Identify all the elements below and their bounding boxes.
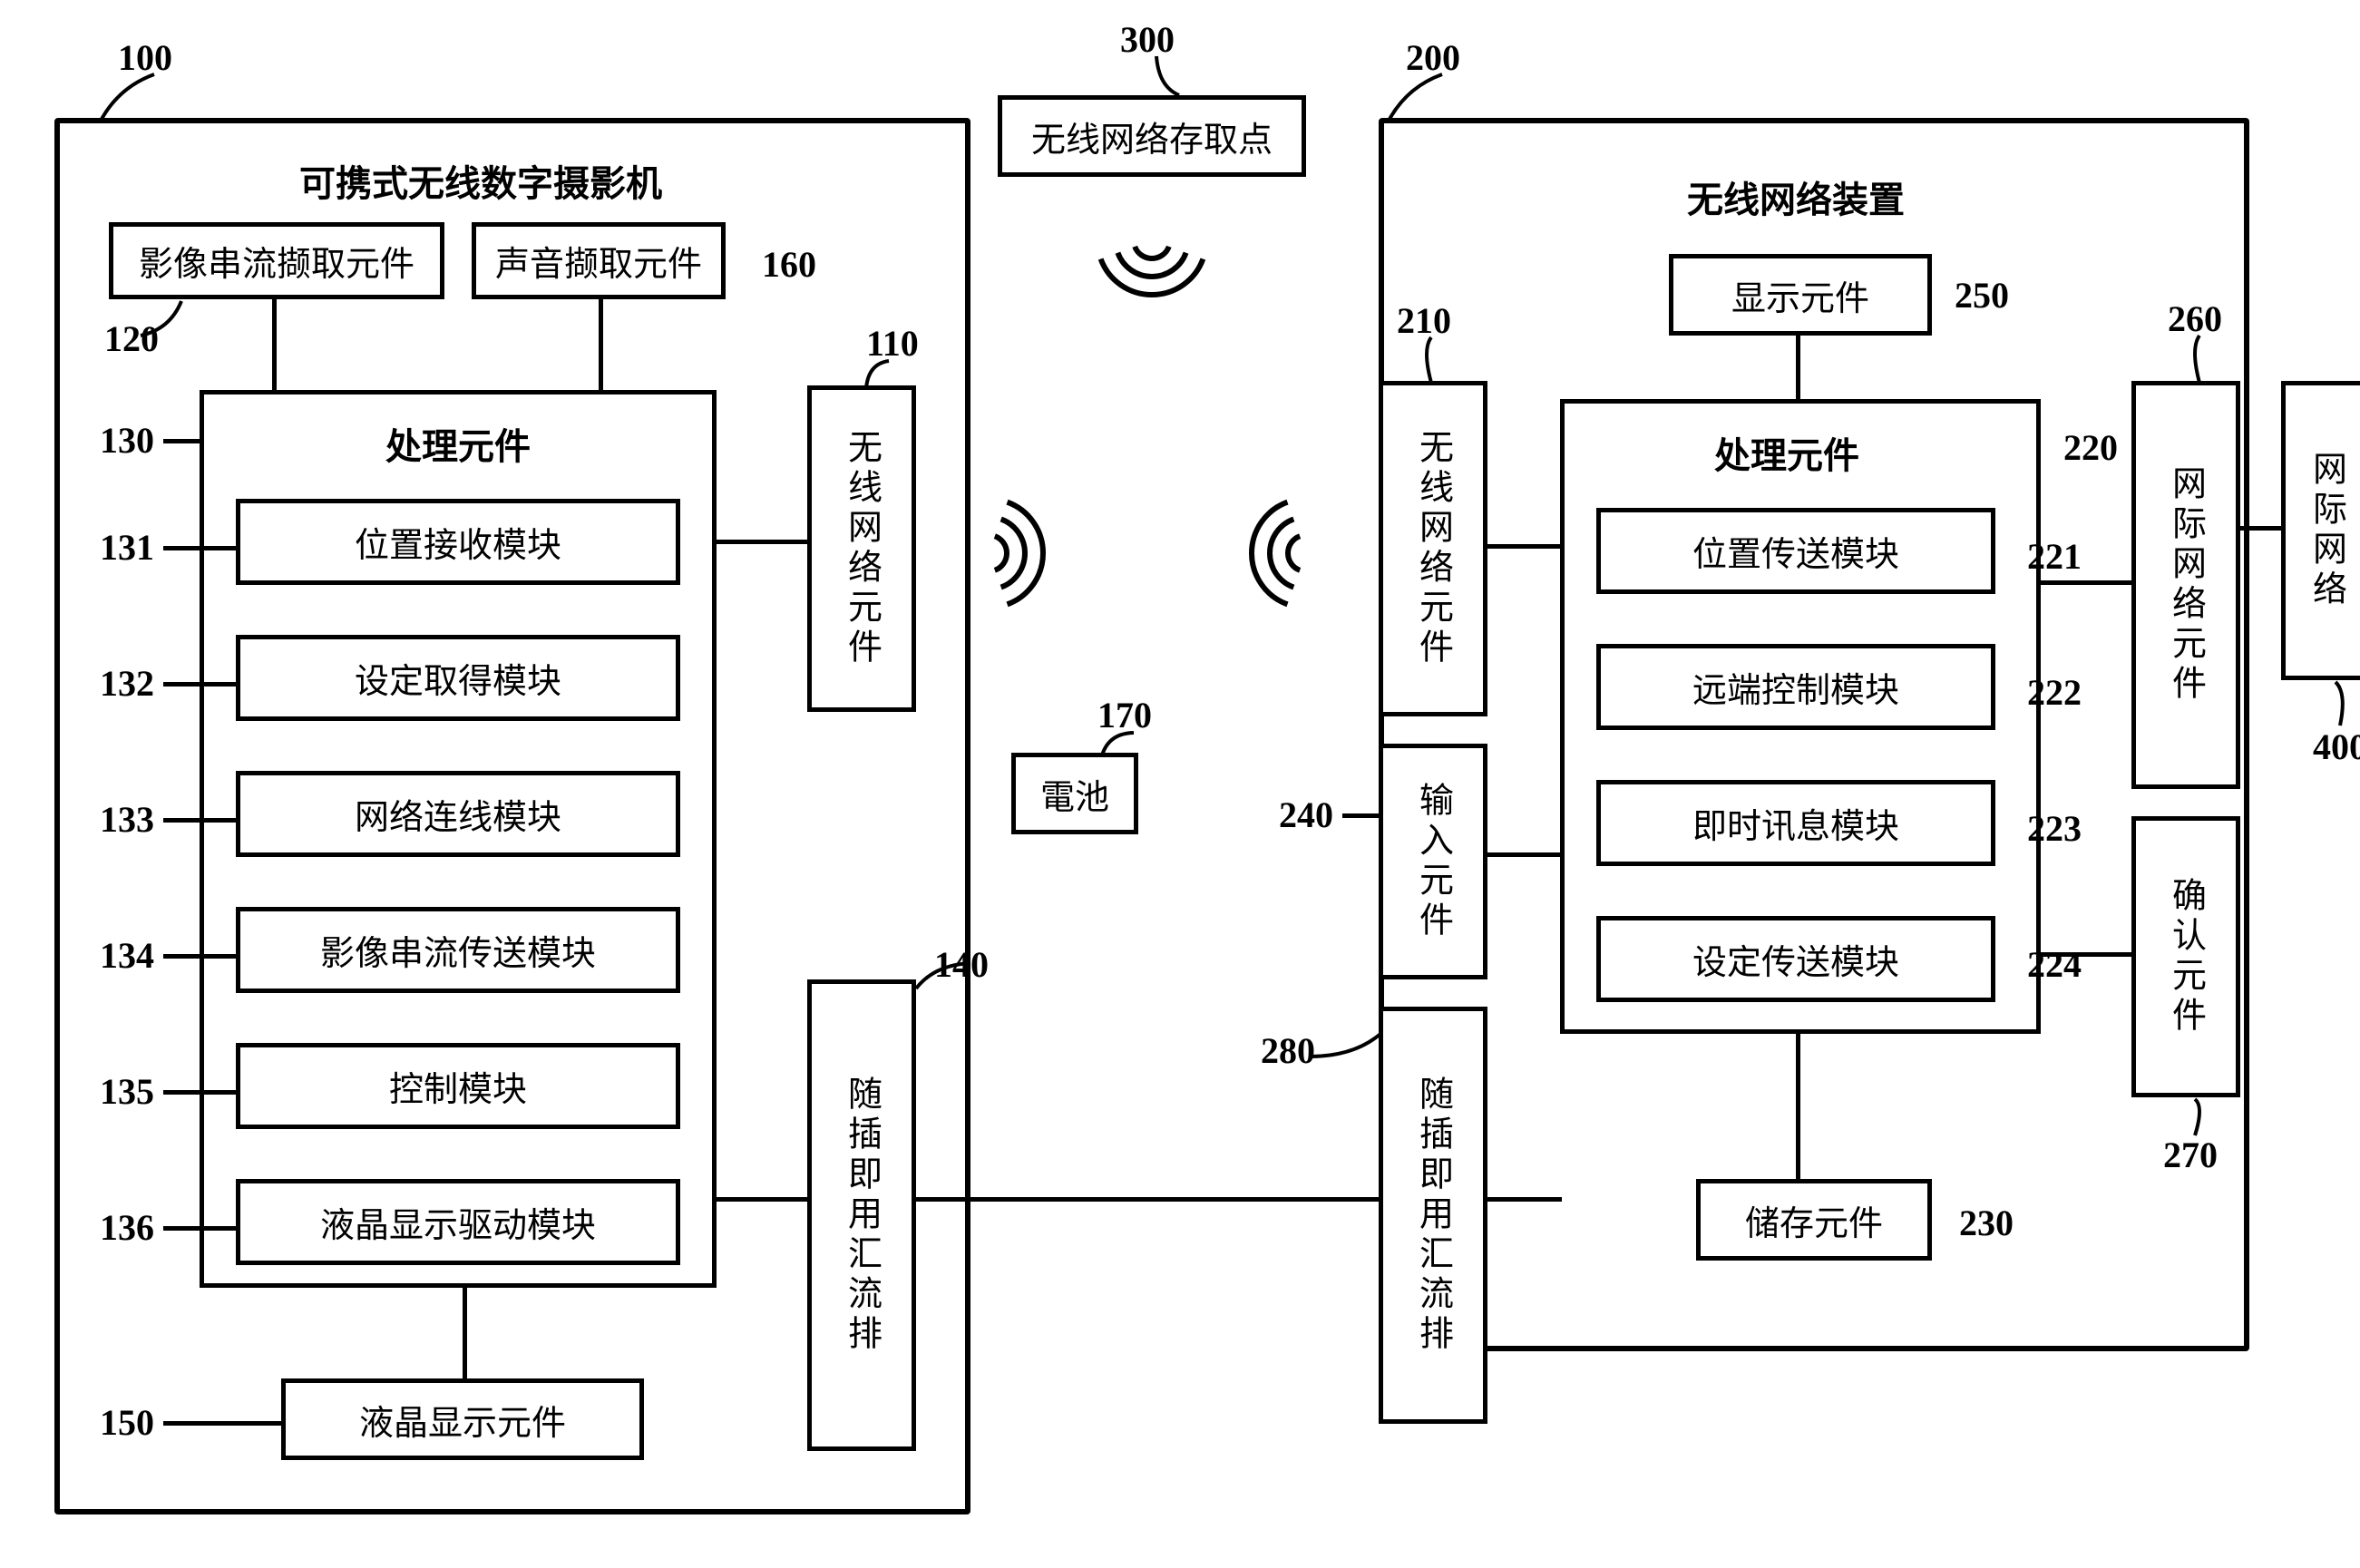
device-processor-title: 处理元件	[1714, 426, 1859, 479]
connector	[272, 299, 277, 392]
label-134: 134	[100, 934, 154, 977]
leader-line	[857, 352, 898, 397]
device-display: 显示元件	[1669, 254, 1932, 336]
label-133: 133	[100, 798, 154, 841]
label-lead	[163, 1421, 281, 1426]
label-lead	[163, 954, 236, 959]
diagram-canvas: 可携式无线数字摄影机 无线网络装置影像串流撷取元件声音撷取元件处理元件位置接收模块…	[18, 18, 2360, 1550]
leader-line	[2186, 1090, 2204, 1144]
access-point-box: 无线网络存取点	[998, 95, 1306, 177]
camera-m136: 液晶显示驱动模块	[236, 1179, 680, 1265]
connector	[2039, 952, 2133, 957]
wifi-icon	[1088, 177, 1215, 304]
label-lead	[163, 546, 236, 550]
device-m221: 位置传送模块	[1596, 508, 1995, 594]
label-223: 223	[2027, 807, 2082, 850]
label-lead	[724, 263, 726, 268]
label-222: 222	[2027, 671, 2082, 714]
label-240: 240	[1279, 794, 1333, 836]
label-lead	[163, 1090, 236, 1095]
internet-elem: 网际网络元件	[2131, 381, 2240, 789]
leader-line	[1379, 65, 1451, 131]
label-131: 131	[100, 526, 154, 569]
confirm-elem: 确认元件	[2131, 816, 2240, 1097]
audio-capture-box: 声音撷取元件	[472, 222, 726, 299]
label-132: 132	[100, 662, 154, 705]
camera-m131: 位置接收模块	[236, 499, 680, 585]
camera-m132: 设定取得模块	[236, 635, 680, 721]
leader-line	[2190, 326, 2209, 392]
label-250: 250	[1955, 274, 2009, 317]
label-lead	[163, 439, 200, 443]
device-m223: 即时讯息模块	[1596, 780, 1995, 866]
label-lead	[1930, 294, 1932, 298]
connector	[2039, 580, 2133, 585]
device-storage: 储存元件	[1696, 1179, 1932, 1261]
connector	[1486, 852, 1562, 857]
label-lead	[1342, 813, 1380, 818]
leader-line	[91, 65, 163, 131]
label-150: 150	[100, 1401, 154, 1444]
camera-title: 可携式无线数字摄影机	[299, 154, 662, 207]
leader-line	[2326, 673, 2349, 735]
leader-line	[1147, 47, 1188, 104]
connector	[463, 1286, 467, 1380]
label-224: 224	[2027, 943, 2082, 986]
wifi-icon	[925, 490, 1052, 617]
device-m222: 远端控制模块	[1596, 644, 1995, 730]
label-230: 230	[1959, 1202, 2014, 1244]
device-input: 输入元件	[1379, 744, 1487, 979]
connector	[1796, 1032, 1800, 1181]
internet-box: 网际网络	[2281, 381, 2360, 680]
label-160: 160	[762, 243, 816, 286]
video-capture-box: 影像串流撷取元件	[109, 222, 444, 299]
connector	[715, 1197, 809, 1202]
camera-m133: 网络连线模块	[236, 771, 680, 857]
connector	[1796, 334, 1800, 401]
lcd-box: 液晶显示元件	[281, 1378, 644, 1460]
camera-wireless: 无线网络元件	[807, 385, 916, 712]
label-lead	[163, 818, 236, 823]
camera-m134: 影像串流传送模块	[236, 907, 680, 993]
connector	[1486, 1197, 1562, 1202]
label-130: 130	[100, 419, 154, 462]
leader-line	[907, 954, 980, 998]
label-136: 136	[100, 1206, 154, 1249]
label-221: 221	[2027, 535, 2082, 578]
device-wireless: 无线网络元件	[1379, 381, 1487, 716]
camera-processor-title: 处理元件	[385, 417, 531, 470]
leader-line	[1093, 724, 1143, 765]
leader-line	[1422, 328, 1440, 392]
connector	[715, 540, 809, 544]
battery-box: 電池	[1011, 753, 1138, 834]
label-135: 135	[100, 1070, 154, 1113]
camera-pnp: 随插即用汇流排	[807, 979, 916, 1451]
device-title: 无线网络装置	[1687, 170, 1905, 223]
leader-line	[1302, 1025, 1390, 1066]
label-lead	[163, 1226, 236, 1231]
camera-m135: 控制模块	[236, 1043, 680, 1129]
connector	[599, 299, 603, 392]
connector	[914, 1197, 1380, 1202]
wifi-icon	[1243, 490, 1370, 617]
device-m224: 设定传送模块	[1596, 916, 1995, 1002]
label-220: 220	[2063, 426, 2118, 469]
label-lead	[163, 682, 236, 687]
connector	[2238, 526, 2284, 531]
leader-line	[132, 292, 190, 345]
connector	[1486, 544, 1562, 549]
device-pnp: 随插即用汇流排	[1379, 1007, 1487, 1424]
